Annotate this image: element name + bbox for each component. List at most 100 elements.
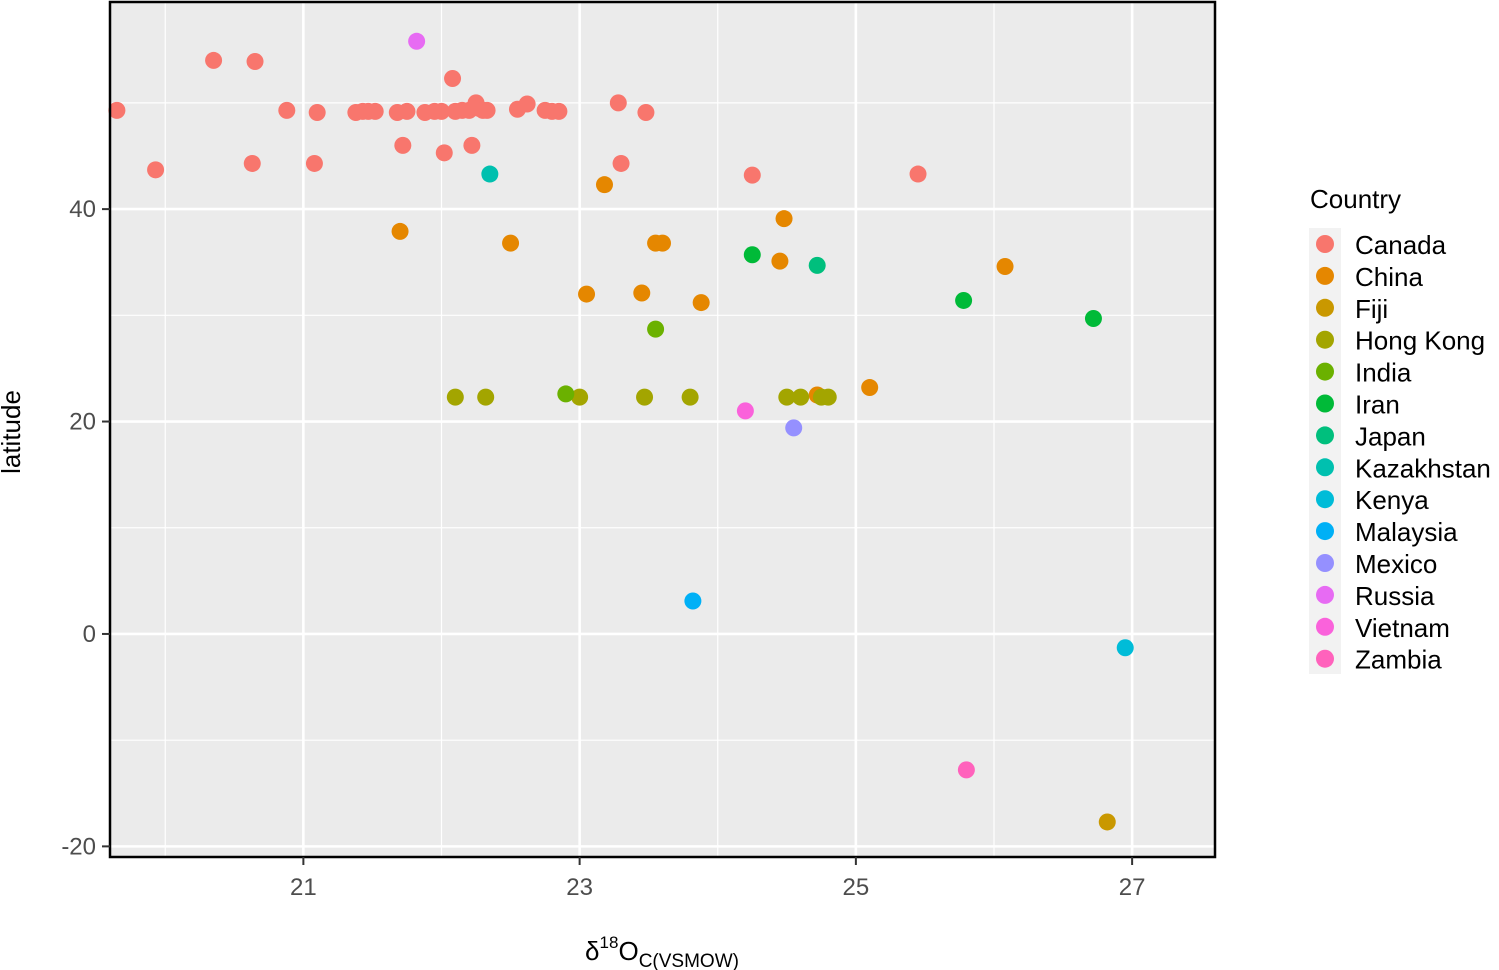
point-canada xyxy=(909,165,927,183)
legend-key-kenya xyxy=(1316,490,1334,509)
legend-label-kazakhstan: Kazakhstan xyxy=(1355,453,1491,483)
legend-key-india xyxy=(1316,362,1334,381)
point-china xyxy=(578,285,596,303)
legend-key-canada xyxy=(1316,235,1334,253)
point-hong-kong xyxy=(778,388,796,406)
point-china xyxy=(996,257,1014,275)
point-canada xyxy=(550,102,568,120)
point-fiji xyxy=(1098,813,1116,831)
x-tick-label: 23 xyxy=(566,874,593,901)
point-mexico xyxy=(785,419,803,437)
point-canada xyxy=(609,94,627,112)
point-canada xyxy=(394,136,412,154)
point-india xyxy=(557,385,575,403)
y-tick-label: 0 xyxy=(83,621,96,648)
plot-border xyxy=(108,0,1217,859)
point-canada xyxy=(444,69,462,87)
legend-label-hong-kong: Hong Kong xyxy=(1355,326,1485,356)
point-iran xyxy=(1084,310,1102,328)
legend-key-zambia xyxy=(1316,649,1334,668)
legend-key-china xyxy=(1316,266,1334,285)
point-canada xyxy=(478,101,496,119)
point-japan xyxy=(808,256,826,274)
point-canada xyxy=(398,102,416,120)
point-canada xyxy=(612,154,630,172)
point-canada xyxy=(205,51,223,69)
point-china xyxy=(502,234,520,252)
legend-label-zambia: Zambia xyxy=(1355,645,1442,675)
point-india xyxy=(647,320,665,338)
point-china xyxy=(775,210,793,228)
x-tick-label: 25 xyxy=(843,874,870,901)
plot-panel xyxy=(110,2,1215,857)
point-canada xyxy=(366,102,384,120)
point-canada xyxy=(308,103,326,121)
legend-label-kenya: Kenya xyxy=(1355,485,1429,515)
x-axis-title: δ18OC(VSMOW) xyxy=(585,933,739,970)
point-canada xyxy=(433,102,450,120)
point-canada xyxy=(246,52,264,70)
legend-label-mexico: Mexico xyxy=(1355,549,1437,579)
point-china xyxy=(391,222,409,240)
point-hong-kong xyxy=(571,388,589,406)
point-canada xyxy=(463,136,481,154)
point-canada xyxy=(108,101,126,119)
y-tick-label: 20 xyxy=(69,409,96,436)
point-hong-kong xyxy=(792,388,810,406)
point-canada xyxy=(743,166,761,184)
point-china xyxy=(633,284,651,302)
x-axis-title-delta: δ xyxy=(585,936,599,966)
legend-label-china: China xyxy=(1355,262,1423,292)
point-vietnam xyxy=(736,402,754,420)
point-kazakhstan xyxy=(481,165,499,183)
y-axis-title: latitude xyxy=(0,390,26,474)
point-china xyxy=(654,234,671,252)
x-axis-title-main: O xyxy=(618,936,638,966)
legend-label-fiji: Fiji xyxy=(1355,294,1388,324)
point-canada xyxy=(435,144,453,162)
legend-key-japan xyxy=(1316,426,1334,445)
point-china xyxy=(595,176,613,194)
point-canada xyxy=(637,103,655,121)
point-canada xyxy=(305,154,323,172)
x-axis-title-subscript: C(VSMOW) xyxy=(639,951,739,970)
point-zambia xyxy=(957,761,975,779)
legend-key-hong-kong xyxy=(1316,330,1334,349)
legend-key-mexico xyxy=(1316,554,1334,572)
legend-label-canada: Canada xyxy=(1355,230,1447,260)
legend-key-fiji xyxy=(1316,298,1334,317)
x-tick-label: 21 xyxy=(290,874,317,901)
x-axis-ticks: 21 23 25 27 xyxy=(290,857,1145,901)
point-russia xyxy=(408,32,426,50)
point-kenya xyxy=(1116,639,1134,657)
point-iran xyxy=(743,246,761,264)
data-points xyxy=(108,32,1134,831)
legend-title: Country xyxy=(1310,184,1401,214)
point-china xyxy=(692,294,710,312)
legend-key-malaysia xyxy=(1316,522,1334,541)
point-china xyxy=(861,379,879,397)
point-iran xyxy=(955,291,973,309)
x-axis-title-superscript: 18 xyxy=(600,933,619,952)
legend-label-japan: Japan xyxy=(1355,421,1426,451)
point-canada xyxy=(147,161,165,179)
legend-label-iran: Iran xyxy=(1355,390,1400,420)
point-canada xyxy=(278,101,296,119)
legend-key-vietnam xyxy=(1316,617,1334,636)
y-axis-ticks: -20 0 20 40 xyxy=(61,196,110,860)
point-hong-kong xyxy=(446,388,464,406)
y-tick-label: 40 xyxy=(69,196,96,223)
minor-gridlines xyxy=(110,2,1215,857)
point-hong-kong xyxy=(477,388,495,406)
legend-key-background xyxy=(1309,228,1341,674)
legend-label-vietnam: Vietnam xyxy=(1355,613,1450,643)
y-tick-label: -20 xyxy=(61,833,96,860)
point-china xyxy=(771,252,789,270)
x-tick-label: 27 xyxy=(1119,874,1146,901)
major-gridlines xyxy=(110,2,1215,857)
legend-key-russia xyxy=(1316,585,1334,604)
point-canada xyxy=(243,154,261,172)
legend-key-iran xyxy=(1316,394,1334,413)
